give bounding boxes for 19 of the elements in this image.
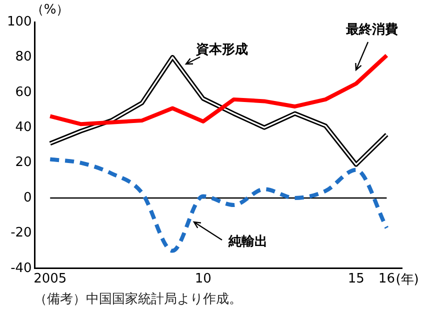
line-series <box>48 157 389 253</box>
x-tick-label: 15 <box>348 272 364 287</box>
y-tick-label: 60 <box>15 84 32 100</box>
x-tick-label: 16 <box>378 272 395 287</box>
x-tick-label: 2005 <box>34 272 67 287</box>
y-tick-label: 80 <box>15 50 32 65</box>
y-tick-label: 0 <box>24 190 32 206</box>
y-tick-label: -20 <box>10 226 32 241</box>
y-axis-title: （%） <box>30 2 70 18</box>
y-tick-label: 20 <box>15 155 32 170</box>
text: （備考）中国国家統計局より作成。 <box>34 291 242 308</box>
text: 純輸出 <box>228 234 268 250</box>
x-tick-label: 10 <box>194 272 212 287</box>
y-tick-label: -40 <box>10 260 32 276</box>
x-axis-title: (年) <box>396 272 419 288</box>
y-tick-label: 100 <box>6 14 32 30</box>
y-tick-label: 40 <box>15 120 32 135</box>
series-label: 最終消費 <box>345 22 398 38</box>
series-label: 資本形成 <box>195 42 248 58</box>
